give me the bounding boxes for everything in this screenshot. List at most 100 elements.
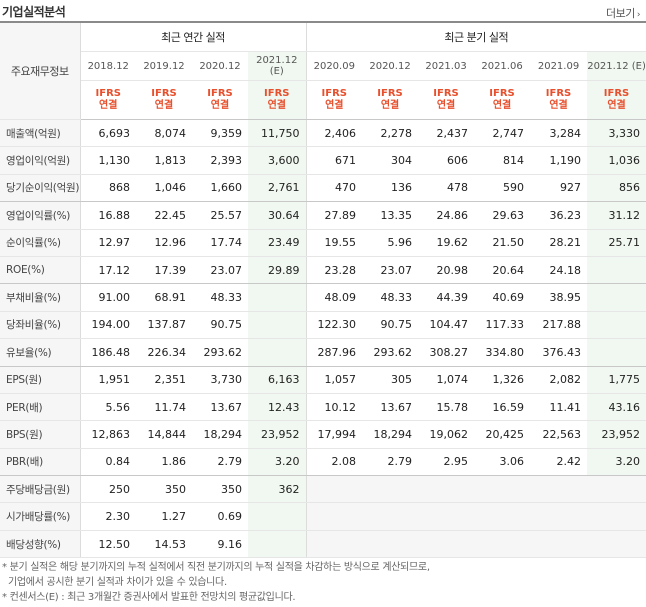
value-cell: 2.42 — [530, 448, 588, 477]
value-cell: 2,278 — [362, 119, 419, 148]
row-label: 시가배당률(%) — [0, 502, 81, 531]
value-cell: 16.88 — [80, 201, 136, 230]
value-cell: 2,351 — [136, 366, 192, 394]
value-cell: 23.07 — [362, 256, 419, 285]
value-cell: 22.45 — [136, 201, 192, 230]
value-cell: 2.30 — [80, 502, 136, 531]
value-cell: 23,952 — [248, 420, 307, 449]
value-cell: 9,359 — [192, 119, 248, 148]
value-cell: 362 — [248, 475, 307, 504]
period-header: 2021.12 (E) — [587, 51, 646, 81]
value-cell: 14,844 — [136, 420, 192, 449]
period-header: 2021.09 — [530, 51, 588, 81]
table-row: ROE(%) 17.12 17.39 23.07 29.89 23.28 23.07 20.9… — [0, 256, 646, 285]
value-cell: 2.79 — [192, 448, 248, 477]
value-cell: 18,294 — [192, 420, 248, 449]
value-cell: 12.96 — [136, 229, 192, 257]
value-cell: 2,761 — [248, 174, 307, 203]
table-row: 배당성향(%) 12.50 14.53 9.16 — [0, 530, 646, 559]
period-header: 2020.12 — [192, 51, 248, 81]
value-cell — [530, 502, 588, 531]
table-row: 주당배당금(원) 250 350 350 362 — [0, 475, 646, 504]
value-cell: 856 — [587, 174, 646, 203]
value-cell — [530, 530, 588, 559]
value-cell: 31.12 — [587, 201, 646, 230]
value-cell: 293.62 — [192, 338, 248, 367]
row-label: 당좌비율(%) — [0, 311, 81, 340]
ifrs-label: IFRS — [321, 88, 348, 99]
value-cell: 868 — [80, 174, 136, 203]
value-cell: 304 — [362, 146, 419, 175]
value-cell: 90.75 — [192, 311, 248, 340]
value-cell: 2,406 — [305, 119, 363, 148]
value-cell: 12.50 — [80, 530, 136, 559]
value-cell: 3.06 — [474, 448, 531, 477]
ifrs-badge: IFRS 연결 — [418, 80, 475, 120]
consolidated-label: 연결 — [99, 100, 118, 111]
value-cell: 137.87 — [136, 311, 192, 340]
value-cell: 20.98 — [418, 256, 475, 285]
value-cell — [587, 530, 646, 559]
period-header: 2021.06 — [474, 51, 531, 81]
footnote: 기업에서 공시한 분기 실적과 차이가 있을 수 있습니다. — [8, 577, 227, 588]
period-header: 2021.03 — [418, 51, 475, 81]
value-cell: 29.63 — [474, 201, 531, 230]
table-row: BPS(원) 12,863 14,844 18,294 23,952 17,994 18,2… — [0, 420, 646, 449]
value-cell: 1,046 — [136, 174, 192, 203]
table-row: PBR(배) 0.84 1.86 2.79 3.20 2.08 2.79 2.95 3.06 2.… — [0, 448, 646, 477]
value-cell: 3.20 — [248, 448, 307, 477]
value-cell: 2.79 — [362, 448, 419, 477]
value-cell: 19.55 — [305, 229, 363, 257]
value-cell: 25.57 — [192, 201, 248, 230]
value-cell: 16.59 — [474, 393, 531, 422]
value-cell: 0.84 — [80, 448, 136, 477]
value-cell: 1,660 — [192, 174, 248, 203]
value-cell: 1,326 — [474, 366, 531, 394]
table-row: EPS(원) 1,951 2,351 3,730 6,163 1,057 305 1,074 1… — [0, 366, 646, 394]
table-row: 순이익률(%) 12.97 12.96 17.74 23.49 19.55 5.96 19.6… — [0, 229, 646, 257]
value-cell: 12.43 — [248, 393, 307, 422]
footnote: * 컨센서스(E) : 최근 3개월간 증권사에서 발표한 전망치의 평균값입니… — [2, 592, 296, 603]
chevron-right-icon: › — [636, 10, 641, 20]
value-cell — [248, 283, 307, 312]
value-cell: 27.89 — [305, 201, 363, 230]
value-cell — [362, 475, 419, 504]
consolidated-label: 연결 — [154, 100, 174, 111]
consolidated-label: 연결 — [210, 100, 230, 111]
value-cell: 19.62 — [418, 229, 475, 257]
value-cell: 38.95 — [530, 283, 588, 312]
row-label: 영업이익률(%) — [0, 201, 81, 230]
value-cell: 250 — [80, 475, 136, 504]
more-link[interactable]: 더보기 › — [606, 5, 641, 21]
value-cell — [474, 475, 531, 504]
consolidated-label: 연결 — [267, 100, 286, 111]
value-cell: 13.35 — [362, 201, 419, 230]
ifrs-label: IFRS — [95, 88, 121, 99]
row-label: 순이익률(%) — [0, 229, 81, 257]
table-row: 매출액(억원) 6,693 8,074 9,359 11,750 2,406 2,278 2,… — [0, 119, 646, 148]
value-cell: 6,693 — [80, 119, 136, 148]
value-cell: 28.21 — [530, 229, 588, 257]
value-cell: 2,082 — [530, 366, 588, 394]
value-cell: 25.71 — [587, 229, 646, 257]
value-cell: 20,425 — [474, 420, 531, 449]
value-cell: 90.75 — [362, 311, 419, 340]
value-cell — [530, 475, 588, 504]
ifrs-label: IFRS — [207, 88, 233, 99]
value-cell: 43.16 — [587, 393, 646, 422]
value-cell: 217.88 — [530, 311, 588, 340]
consolidated-label: 연결 — [549, 100, 568, 111]
ifrs-label: IFRS — [264, 88, 290, 99]
section-header: 기업실적분석 더보기 › — [0, 0, 646, 22]
value-cell — [587, 338, 646, 367]
value-cell — [248, 530, 307, 559]
footnotes: * 분기 실적은 해당 분기까지의 누적 실적에서 직전 분기까지의 누적 실적… — [2, 560, 430, 605]
value-cell: 1,057 — [305, 366, 363, 394]
value-cell: 36.23 — [530, 201, 588, 230]
value-cell: 1,951 — [80, 366, 136, 394]
consolidated-label: 연결 — [436, 100, 456, 111]
period-header: 2019.12 — [136, 51, 192, 81]
ifrs-badge: IFRS 연결 — [362, 80, 419, 120]
value-cell: 194.00 — [80, 311, 136, 340]
ifrs-label: IFRS — [603, 88, 630, 99]
